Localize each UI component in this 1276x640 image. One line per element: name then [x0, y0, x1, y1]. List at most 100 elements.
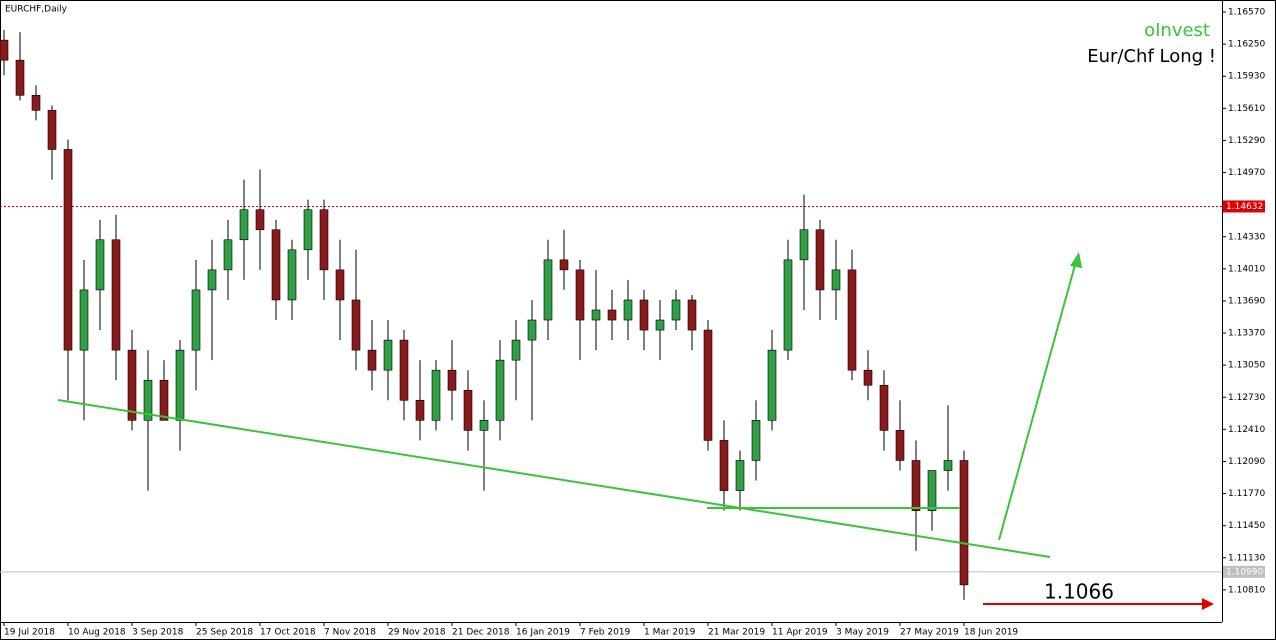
candle-body [543, 259, 553, 321]
candle-body [303, 209, 313, 251]
candle-body [399, 339, 409, 401]
candle-body [831, 269, 841, 291]
candle-body [463, 389, 473, 431]
candle-body [895, 430, 905, 461]
candle-body [511, 339, 521, 361]
x-tick-label: 11 Apr 2019 [772, 628, 828, 638]
candle-body [847, 269, 857, 371]
candle-body [159, 379, 169, 421]
x-tick-label: 10 Aug 2018 [68, 628, 126, 638]
candle-body [95, 239, 105, 291]
candle-body [751, 420, 761, 461]
candle-body [863, 369, 873, 386]
plot [0, 30, 1222, 600]
candle-body [719, 440, 729, 491]
y-tick-label: 1.12090 [1228, 457, 1265, 467]
candle-body [271, 229, 281, 301]
candle-body [655, 319, 665, 331]
x-tick-label: 19 Jul 2018 [4, 628, 55, 638]
candle-body [431, 369, 441, 421]
x-tick-label: 25 Sep 2018 [196, 628, 253, 638]
candle-body [671, 299, 681, 321]
candle-body [735, 460, 745, 491]
candle-body [607, 309, 617, 321]
y-tick-label: 1.12410 [1228, 425, 1265, 435]
y-tick-label: 1.14970 [1228, 168, 1265, 178]
candle-body [335, 269, 345, 301]
x-tick-label: 7 Feb 2019 [580, 628, 631, 638]
x-tick-label: 7 Nov 2018 [324, 628, 376, 638]
candle-body [367, 349, 377, 371]
candle-body [0, 39, 9, 61]
candle-body [959, 460, 969, 586]
y-tick-label: 1.16570 [1228, 8, 1265, 18]
candle-body [495, 359, 505, 421]
candle-body [479, 420, 489, 431]
candle-body [111, 239, 121, 351]
y-tick-label: 1.10810 [1228, 585, 1265, 595]
y-tick-label: 1.14330 [1228, 232, 1265, 242]
candle-body [319, 209, 329, 271]
candle-body [799, 229, 809, 261]
candle-body [191, 289, 201, 351]
y-tick-label: 1.14010 [1228, 264, 1265, 274]
candle-body [127, 349, 137, 421]
candle-body [559, 259, 569, 271]
x-tick-label: 17 Oct 2018 [260, 628, 316, 638]
x-tick-label: 18 Jun 2019 [964, 628, 1018, 638]
candle-body [783, 259, 793, 351]
y-tick-label: 1.15930 [1228, 72, 1265, 82]
y-tick-label: 1.11450 [1228, 521, 1265, 531]
candle-body [143, 379, 153, 421]
y-tick-label: 1.13050 [1228, 361, 1265, 371]
trend-line [57, 399, 1051, 558]
candle-body [767, 349, 777, 421]
y-tick-label: 1.12730 [1228, 393, 1265, 403]
marked-level-box [1223, 200, 1265, 213]
candle-body [815, 229, 825, 291]
x-tick-label: 3 May 2019 [836, 628, 889, 638]
y-tick-label: 1.13370 [1228, 329, 1265, 339]
chart-title: EURCHF,Daily [5, 5, 68, 15]
candle-body [591, 309, 601, 321]
candle-body [687, 299, 697, 331]
candle-body [879, 384, 889, 431]
y-tick-label: 1.11770 [1228, 489, 1265, 499]
bid-label: 1.10990 [1226, 567, 1263, 577]
bid-box [1223, 565, 1265, 578]
y-tick-label: 1.15610 [1228, 104, 1265, 114]
x-tick-label: 29 Nov 2018 [388, 628, 446, 638]
candle-body [415, 399, 425, 421]
candle-body [943, 460, 953, 471]
candle-body [207, 269, 217, 291]
x-tick-label: 27 May 2019 [900, 628, 959, 638]
candle-body [79, 289, 89, 351]
x-tick-label: 21 Dec 2018 [452, 628, 510, 638]
headline: Eur/Chf Long ! [1087, 46, 1216, 67]
candle-body [287, 249, 297, 301]
long-arrowhead [1070, 252, 1082, 268]
candle-body [31, 95, 41, 111]
candle-body [239, 209, 249, 241]
candle-body [383, 339, 393, 371]
candle-body [623, 299, 633, 321]
candle-body [351, 299, 361, 351]
target-label: 1.1066 [1044, 580, 1114, 604]
candle-body [47, 110, 57, 150]
candle-body [223, 239, 233, 271]
candle-body [639, 299, 649, 331]
candle-body [575, 269, 585, 321]
long-arrow [998, 264, 1076, 541]
x-tick-label: 21 Mar 2019 [708, 628, 765, 638]
candle-body [927, 470, 937, 511]
candle-body [63, 149, 73, 351]
x-tick-label: 16 Jan 2019 [516, 628, 570, 638]
brand: oInvest [1144, 20, 1210, 41]
target-arrowhead [1202, 598, 1214, 610]
y-tick-label: 1.13690 [1228, 296, 1265, 306]
candle-body [175, 349, 185, 421]
marked-level-label: 1.14632 [1226, 202, 1263, 212]
